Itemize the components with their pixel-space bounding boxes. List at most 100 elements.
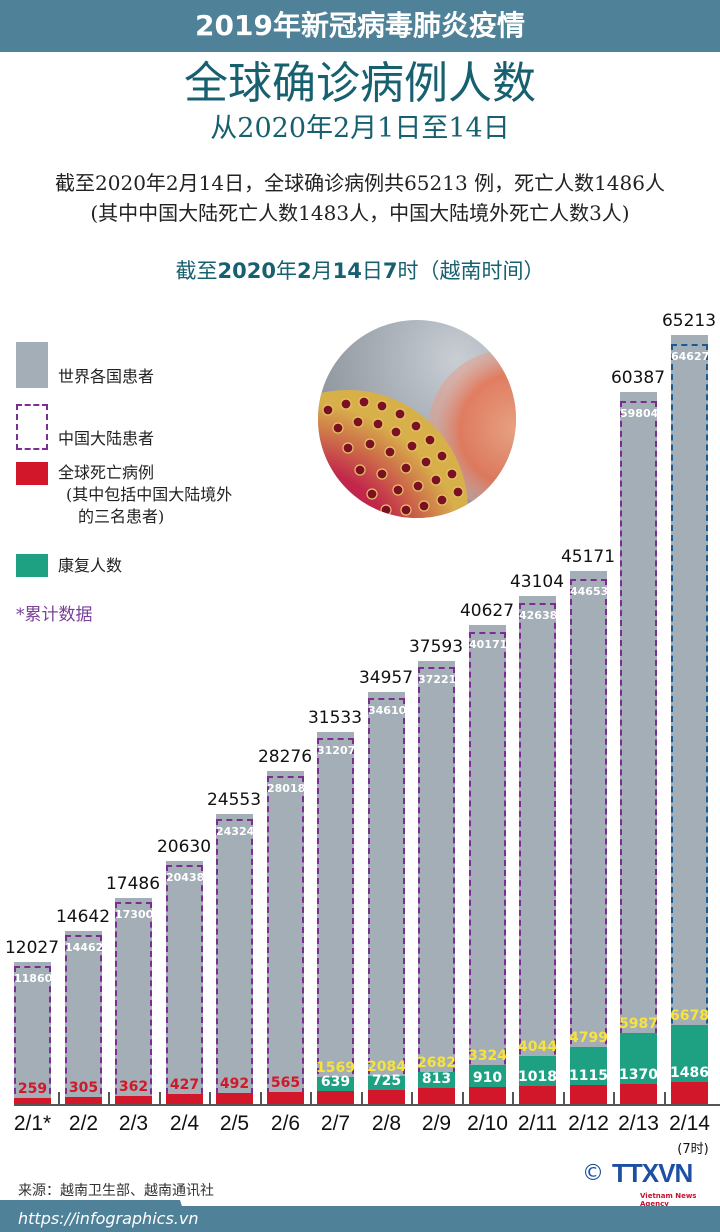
x-label: 2/2 <box>68 1112 99 1135</box>
china-segment <box>166 864 203 1104</box>
china-segment <box>14 966 51 1104</box>
bar-2-12: 4799 1115 44653 <box>569 571 608 1104</box>
china-value-label: 31207 <box>317 744 356 757</box>
logo-text: TTXVN <box>612 1158 693 1188</box>
x-tick <box>411 1092 413 1104</box>
deaths-segment <box>166 1094 203 1104</box>
x-label: 2/8 <box>371 1112 402 1135</box>
deaths-segment <box>368 1089 405 1104</box>
page-subtitle: 从2020年2月1日至14日 <box>210 113 510 144</box>
china-segment <box>519 603 556 1104</box>
total-value-label: 12027 <box>4 938 60 959</box>
as-of-text: 时（越南时间） <box>397 259 545 283</box>
as-of-text: 日 <box>361 259 383 283</box>
deaths-segment <box>570 1084 607 1104</box>
bar-2-4: 427 20438 <box>166 860 204 1104</box>
china-segment <box>267 775 304 1104</box>
x-tick <box>159 1092 161 1104</box>
bar-2-1-: 259 11860 <box>14 962 52 1104</box>
deaths-segment <box>317 1090 354 1104</box>
recovered-segment <box>368 1075 405 1090</box>
deaths-label: 565 <box>270 1074 301 1091</box>
bar-2-11: 4044 1018 42638 <box>518 595 558 1104</box>
x-label: 2/5 <box>219 1112 250 1135</box>
world-segment <box>65 931 102 1104</box>
deaths-segment <box>115 1095 152 1104</box>
total-value-label: 37593 <box>408 636 464 657</box>
recovered-label: 2682 <box>417 1055 456 1072</box>
as-of-day: 14 <box>332 259 362 283</box>
world-segment <box>519 595 556 1104</box>
summary-line-2: (其中中国大陆死亡人数1483人，中国大陆境外死亡人数3人) <box>90 201 630 225</box>
legend-deaths-note: (其中包括中国大陆境外 <box>66 485 233 504</box>
deaths-label: 1486 <box>670 1065 709 1082</box>
page-title: 全球确诊病例人数 <box>184 58 536 109</box>
total-value-label: 60387 <box>610 367 666 388</box>
china-swatch-icon <box>16 404 48 450</box>
china-value-label: 17300 <box>115 907 154 921</box>
x-tick <box>108 1092 110 1104</box>
x-axis <box>14 1104 720 1106</box>
china-segment <box>469 632 506 1104</box>
china-segment <box>65 935 102 1104</box>
x-label-note: (7时) <box>677 1142 709 1157</box>
logo-subtitle: Vietnam News Agency <box>640 1192 697 1208</box>
topic-banner: 2019年新冠病毒肺炎疫情 <box>0 0 720 52</box>
x-label: 2/12 <box>568 1112 609 1135</box>
bar-2-13: 5987 1370 59804 <box>619 391 659 1104</box>
bar-2-9: 2682 813 37221 <box>417 660 457 1104</box>
ttxvn-logo: © TTXVN <box>582 1158 693 1189</box>
deaths-label: 910 <box>472 1070 503 1087</box>
as-of-text: 月 <box>311 259 333 283</box>
legend-world-label: 世界各国患者 <box>58 367 155 386</box>
world-segment <box>368 691 405 1104</box>
world-segment <box>620 391 657 1104</box>
recovered-segment <box>620 1033 657 1084</box>
china-value-label: 40171 <box>469 638 508 652</box>
as-of-hour: 7 <box>382 259 398 283</box>
china-segment <box>671 343 708 1104</box>
as-of-text: 年 <box>275 259 297 283</box>
deaths-swatch-icon <box>16 462 48 485</box>
legend-world: 世界各国患者 <box>16 342 154 388</box>
world-segment <box>115 897 152 1104</box>
total-value-label: 40627 <box>459 600 515 621</box>
deaths-segment <box>469 1087 506 1104</box>
legend-deaths-label: 全球死亡病例 <box>58 463 155 482</box>
bar-2-14: 6678 1486 64627 <box>670 335 709 1104</box>
footer-tab <box>0 1200 190 1232</box>
x-label: 2/1* <box>13 1112 52 1135</box>
china-value-label: 34610 <box>368 703 407 717</box>
total-value-label: 28276 <box>257 746 313 767</box>
bar-2-7: 1569 639 31207 <box>316 732 356 1104</box>
total-value-label: 34957 <box>358 667 414 688</box>
total-value-label: 65213 <box>661 311 717 331</box>
legend-recovered: 康复人数 <box>16 554 122 577</box>
source-credit: 来源：越南卫生部、越南通讯社 <box>18 1183 214 1199</box>
china-value-label: 37221 <box>418 673 457 687</box>
bar-2-5: 492 24324 <box>216 814 254 1104</box>
x-tick <box>58 1092 60 1104</box>
x-tick <box>512 1092 514 1104</box>
recovered-label: 5987 <box>619 1016 658 1033</box>
world-segment <box>216 814 253 1104</box>
x-tick <box>361 1092 363 1104</box>
virus-image <box>318 320 516 518</box>
summary-line-1: 截至2020年2月14日，全球确诊病例共65213 例，死亡人数1486人 <box>55 171 665 195</box>
world-segment <box>418 660 455 1104</box>
china-value-label: 59804 <box>620 406 659 420</box>
deaths-label: 1115 <box>569 1067 608 1084</box>
bar-2-2: 305 14462 <box>65 931 103 1104</box>
world-segment <box>166 860 203 1104</box>
china-value-label: 42638 <box>519 609 558 623</box>
website-link[interactable]: https://infographics.vn <box>18 1209 199 1228</box>
bar-2-10: 3324 910 40171 <box>468 624 508 1104</box>
recovered-label: 3324 <box>468 1047 507 1064</box>
x-label: 2/14 <box>669 1112 710 1135</box>
x-tick <box>462 1092 464 1104</box>
recovered-label: 6678 <box>670 1008 709 1025</box>
recovered-segment <box>418 1072 455 1089</box>
world-segment <box>469 624 506 1104</box>
bar-2-3: 362 17300 <box>115 897 154 1104</box>
